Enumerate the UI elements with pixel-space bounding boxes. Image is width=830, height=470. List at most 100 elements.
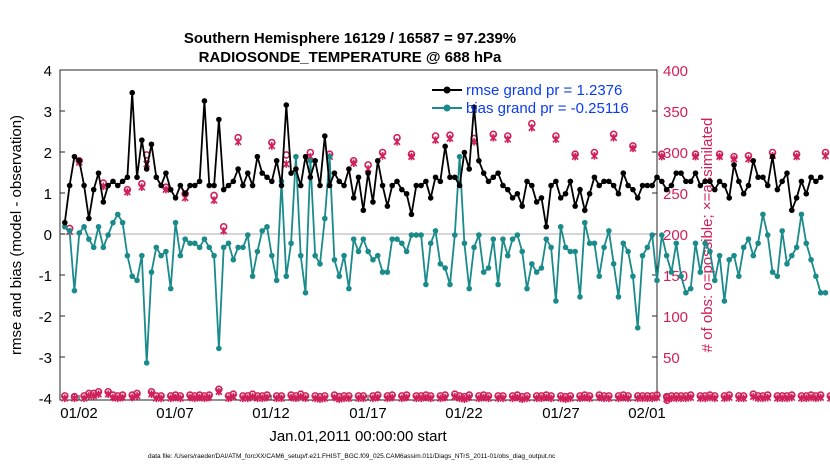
- rmse-point: [504, 186, 511, 193]
- bias-point: [659, 232, 665, 238]
- rmse-point: [750, 157, 757, 164]
- bias-point: [182, 236, 188, 242]
- bias-point: [143, 360, 150, 366]
- rmse-point: [302, 153, 309, 160]
- bias-point: [379, 269, 386, 275]
- bias-point: [114, 211, 121, 218]
- rmse-point: [350, 195, 357, 201]
- obs-assimilated-marker: [725, 393, 733, 402]
- obs-assimilated-marker: [499, 394, 507, 403]
- obs-assimilated-marker: [552, 135, 560, 144]
- bias-point: [745, 236, 752, 242]
- rmse-point: [774, 186, 781, 193]
- bias-point: [610, 261, 617, 267]
- bias-point: [495, 281, 501, 288]
- bias-point: [707, 248, 713, 255]
- obs-assimilated-marker: [359, 394, 367, 403]
- obs-assimilated-marker: [104, 390, 112, 399]
- bias-point: [81, 223, 87, 230]
- obs-assimilated-marker: [749, 392, 757, 401]
- rmse-point: [273, 157, 280, 164]
- obs-assimilated-marker: [379, 152, 387, 160]
- obs-assimilated-marker: [94, 390, 103, 399]
- rmse-point: [336, 178, 343, 185]
- bias-point: [702, 240, 708, 247]
- rmse-point: [721, 182, 728, 189]
- bias-point: [615, 294, 622, 300]
- rmse-point: [543, 223, 550, 230]
- rmse-point: [62, 219, 68, 226]
- rmse-point: [476, 157, 482, 164]
- rmse-point: [683, 178, 689, 185]
- obs-assimilated-marker: [658, 152, 666, 161]
- obs-assimilated-marker: [687, 393, 695, 402]
- rmse-point: [620, 170, 627, 176]
- rmse-point: [447, 174, 453, 181]
- bias-point: [167, 285, 174, 292]
- bias-point: [346, 285, 352, 292]
- obs-assimilated-marker: [764, 393, 772, 402]
- rmse-point: [485, 178, 492, 185]
- rmse-point: [817, 174, 824, 181]
- bias-point: [813, 273, 819, 280]
- y-left-tick-label: -4: [39, 391, 52, 408]
- legend-rmse-label: rmse grand pr = 1.2376: [466, 82, 622, 99]
- bias-point: [336, 273, 343, 280]
- rmse-point: [244, 170, 251, 176]
- bias-point: [129, 273, 136, 280]
- y-right-tick-label: 300: [663, 145, 688, 162]
- rmse-point: [789, 207, 795, 214]
- rmse-point: [461, 149, 468, 156]
- bias-point: [389, 236, 396, 242]
- bias-point: [321, 215, 328, 222]
- bias-point: [601, 244, 607, 251]
- rmse-point: [100, 199, 107, 205]
- rmse-point: [533, 199, 540, 205]
- obs-assimilated-marker: [566, 394, 574, 403]
- obs-assimilated-marker: [176, 394, 184, 403]
- rmse-point: [707, 178, 713, 185]
- bias-point: [408, 232, 415, 238]
- obs-assimilated-marker: [277, 394, 286, 403]
- bias-point: [172, 219, 179, 226]
- rmse-point: [259, 170, 266, 176]
- rmse-point: [596, 182, 603, 189]
- obs-assimilated-marker: [788, 393, 796, 402]
- rmse-point: [697, 182, 704, 189]
- obs-assimilated-marker: [268, 142, 276, 150]
- obs-assimilated-marker: [297, 392, 305, 401]
- obs-assimilated-marker: [460, 395, 468, 403]
- rmse-point: [716, 178, 723, 185]
- rmse-point: [394, 178, 400, 185]
- bias-point: [235, 244, 241, 251]
- obs-assimilated-marker: [282, 160, 290, 168]
- bias-point: [529, 261, 535, 267]
- rmse-point: [654, 174, 660, 181]
- obs-assimilated-marker: [234, 137, 242, 146]
- bias-point: [187, 240, 193, 247]
- bias-point: [312, 252, 318, 259]
- y-right-axis-label: # of obs: o=possible; ×=assimilated: [699, 118, 716, 353]
- obs-assimilated-marker: [301, 394, 310, 403]
- bias-point: [764, 232, 771, 238]
- bias-point: [760, 211, 766, 218]
- bias-point: [447, 281, 453, 288]
- bias-point: [273, 277, 280, 284]
- obs-assimilated-marker: [321, 394, 329, 403]
- rmse-point: [249, 182, 256, 189]
- bias-point: [644, 244, 651, 251]
- bias-point: [124, 252, 131, 259]
- obs-assimilated-marker: [229, 392, 237, 401]
- rmse-point: [264, 174, 270, 181]
- bias-point: [500, 236, 506, 242]
- obs-assimilated-marker: [821, 152, 830, 160]
- rmse-point: [784, 170, 790, 176]
- x-tick-label: 01/02: [60, 405, 98, 422]
- bias-point: [331, 256, 338, 263]
- rmse-point: [659, 178, 665, 185]
- bias-point: [264, 223, 270, 230]
- bias-point: [259, 228, 266, 234]
- bias-point: [442, 265, 448, 271]
- bias-point: [533, 269, 540, 275]
- bias-point: [557, 223, 564, 230]
